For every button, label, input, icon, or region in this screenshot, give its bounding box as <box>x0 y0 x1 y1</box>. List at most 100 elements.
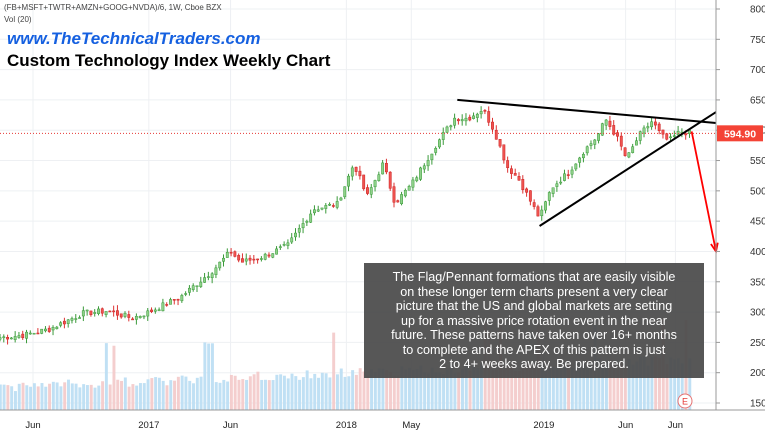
candle-body <box>597 133 600 141</box>
candle-body <box>339 197 343 201</box>
volume-bar <box>449 364 453 410</box>
volume-bar <box>67 379 70 410</box>
volume-bar <box>294 376 298 410</box>
volume-bar <box>540 362 544 410</box>
candle-body <box>275 248 278 255</box>
candle-body <box>506 160 510 169</box>
volume-bar <box>362 371 366 410</box>
candle-body <box>108 310 112 313</box>
candle-body <box>627 152 631 158</box>
volume-bar <box>574 360 578 410</box>
candle-body <box>150 309 153 312</box>
volume-label: Vol (20) <box>4 15 32 24</box>
volume-bar <box>36 386 40 410</box>
commentary-box: The Flag/Pennant formations that are eas… <box>364 263 704 378</box>
volume-bar <box>373 371 377 410</box>
candle-body <box>324 205 328 209</box>
symbol-label: (FB+MSFT+TWTR+AMZN+GOOG+NVDA)/6, 1W, Cbo… <box>4 3 222 12</box>
volume-bar <box>650 356 654 410</box>
volume-bar <box>161 380 165 410</box>
volume-bar <box>491 370 495 410</box>
candle-body <box>9 337 13 340</box>
candle-body <box>536 206 540 217</box>
candle-body <box>301 223 305 229</box>
candle-body <box>672 135 676 137</box>
candle-body <box>415 177 419 182</box>
candle-body <box>172 299 176 301</box>
volume-bar <box>2 384 6 410</box>
candle-body <box>642 127 646 134</box>
candle-body <box>426 160 430 167</box>
volume-bar <box>264 379 267 410</box>
volume-bar <box>116 379 120 410</box>
candle-body <box>191 285 195 290</box>
volume-bar <box>339 368 343 410</box>
candle-body <box>267 254 271 257</box>
volume-bar <box>351 370 355 410</box>
candle-body <box>525 188 529 193</box>
candle-body <box>362 174 366 190</box>
volume-bar <box>248 376 252 410</box>
x-tick-label: Jun <box>668 420 683 431</box>
volume-bar <box>135 385 139 410</box>
volume-bar <box>601 365 605 410</box>
volume-bar <box>468 370 472 410</box>
volume-bar <box>445 369 449 410</box>
note-line: 2 to 4+ weeks away. Be prepared. <box>439 357 629 371</box>
volume-bar <box>559 369 563 410</box>
volume-bar <box>127 386 131 410</box>
candle-body <box>566 174 570 176</box>
candle-body <box>123 312 127 317</box>
candle-body <box>483 110 487 112</box>
volume-bar <box>381 368 385 410</box>
candle-body <box>616 132 619 137</box>
volume-bar <box>396 375 400 410</box>
candle-body <box>528 190 532 202</box>
volume-bar <box>169 380 173 410</box>
volume-bar <box>290 373 294 410</box>
volume-bar <box>150 378 154 410</box>
candle-body <box>369 187 373 195</box>
candle-body <box>97 308 100 314</box>
note-line: on these longer term charts present a ve… <box>400 284 668 299</box>
volume-bar <box>44 386 48 410</box>
x-tick-label: 2019 <box>533 420 554 431</box>
candle-body <box>358 170 362 177</box>
candle-body <box>127 314 131 318</box>
candle-body <box>551 187 555 194</box>
volume-bar <box>627 358 631 410</box>
candle-body <box>578 157 582 163</box>
candle-body <box>581 154 585 159</box>
volume-bar <box>32 383 36 410</box>
candle-body <box>396 200 400 203</box>
candle-body <box>17 335 21 338</box>
volume-bar <box>688 358 692 410</box>
volume-bar <box>639 356 643 410</box>
volume-bar <box>673 359 677 410</box>
candle-body <box>199 281 203 287</box>
volume-bar <box>517 370 521 410</box>
candle-body <box>259 258 263 260</box>
candle-body <box>343 186 347 198</box>
volume-bar <box>188 380 192 410</box>
y-tick-label: 700.00 <box>750 65 765 76</box>
candle-body <box>138 315 142 319</box>
volume-bar <box>358 368 362 410</box>
volume-bar <box>423 372 427 410</box>
candle-body <box>100 308 104 314</box>
candle-body <box>0 337 2 340</box>
volume-bar <box>245 379 249 410</box>
candle-body <box>460 119 464 122</box>
volume-bar <box>597 358 601 410</box>
volume-bar <box>305 370 309 410</box>
volume-bar <box>608 359 612 410</box>
candle-body <box>646 126 650 129</box>
candle-body <box>66 319 70 324</box>
volume-bar <box>180 375 184 410</box>
candle-body <box>350 167 354 177</box>
candle-body <box>491 121 494 130</box>
candle-body <box>116 310 119 316</box>
volume-bar <box>328 377 332 410</box>
candle-body <box>2 336 6 339</box>
candle-body <box>502 144 506 161</box>
